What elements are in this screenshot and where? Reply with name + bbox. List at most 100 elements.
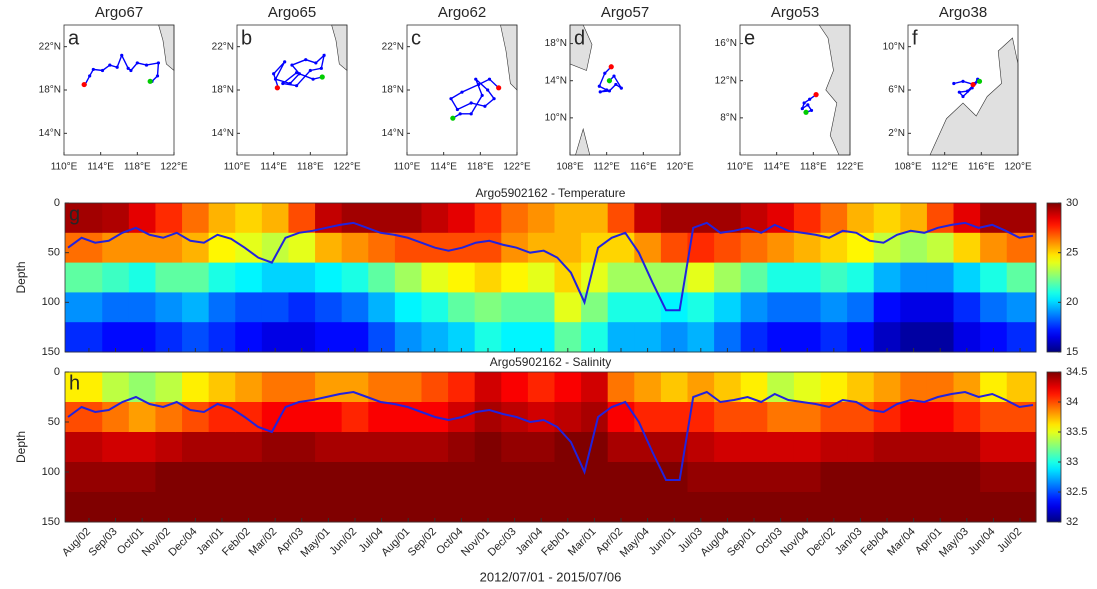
heat-cell	[953, 432, 981, 463]
heat-cell	[1006, 292, 1037, 323]
heat-cell	[634, 232, 662, 264]
colorbar-tick-label: 15	[1066, 346, 1078, 358]
panel-title: Argo57	[601, 4, 649, 21]
heat-cell	[554, 492, 582, 523]
heat-cell	[261, 292, 289, 323]
y-axis-label: Depth	[14, 431, 28, 463]
y-tick-label: 100	[42, 296, 60, 308]
x-tick-label: 118°E	[297, 162, 324, 173]
heat-cell	[926, 432, 955, 463]
heat-cell	[820, 203, 848, 234]
heat-cell	[368, 322, 396, 353]
heat-cell	[208, 262, 236, 293]
heat-cell	[926, 322, 955, 353]
track-point	[294, 84, 299, 88]
heat-cell	[235, 462, 263, 493]
track-point	[120, 53, 124, 57]
heat-cell	[714, 402, 742, 433]
panel-title: Argo62	[438, 4, 486, 21]
track-point	[460, 90, 464, 94]
colorbar-tick-label: 25	[1066, 247, 1078, 259]
y-tick-label: 6°N	[888, 85, 905, 96]
heat-cell	[847, 402, 875, 433]
heat-cell	[873, 262, 901, 293]
colorbar-tick-label: 32.5	[1066, 486, 1087, 498]
y-tick-label: 10°N	[545, 112, 567, 123]
heat-cell	[155, 492, 183, 523]
x-tick-label: 108°E	[894, 162, 922, 173]
heat-cell	[155, 292, 183, 323]
heat-cell	[368, 432, 396, 463]
y-tick-label: 50	[48, 247, 60, 259]
y-tick-label: 14°N	[212, 128, 234, 139]
heat-cell	[767, 462, 795, 493]
heat-cell	[634, 492, 662, 523]
heat-cell	[527, 462, 555, 493]
heat-cell	[847, 292, 875, 323]
track-point	[614, 82, 618, 87]
heat-cell	[767, 262, 795, 293]
heat-cell	[740, 432, 768, 463]
heat-cell	[288, 462, 316, 493]
end-point	[606, 78, 613, 84]
x-tick-label: Dec/02	[805, 526, 838, 559]
heat-cell	[128, 492, 156, 523]
track-point	[449, 97, 453, 101]
heat-cell	[341, 203, 369, 234]
heat-cell	[182, 462, 210, 493]
heat-cell	[474, 372, 502, 403]
heat-cell	[926, 402, 955, 433]
heat-cell	[953, 292, 981, 323]
heat-cell	[182, 292, 210, 323]
y-tick-label: 8°N	[720, 112, 737, 123]
heat-cell	[740, 322, 768, 353]
panel-letter: f	[912, 27, 918, 49]
heat-cell	[527, 203, 555, 234]
heat-cell	[288, 432, 316, 463]
heat-cell	[288, 203, 316, 234]
map-frame	[739, 24, 851, 156]
x-tick-label: Nov/02	[140, 526, 173, 559]
heat-cell	[208, 372, 236, 403]
heat-cell	[687, 462, 715, 493]
heat-cell	[793, 462, 822, 493]
heat-cell	[261, 462, 289, 493]
heat-cell	[793, 402, 822, 433]
heat-cell	[687, 492, 715, 523]
y-tick-label: 22°N	[212, 41, 234, 52]
heat-cell	[980, 462, 1008, 493]
heat-cell	[474, 322, 502, 353]
heat-cell	[847, 462, 875, 493]
track-point	[290, 63, 294, 67]
heat-cell	[740, 232, 768, 264]
heat-cell	[315, 262, 343, 293]
heat-cell	[235, 292, 263, 323]
heat-cell	[65, 292, 103, 323]
track-point	[619, 86, 623, 90]
heat-cell	[501, 432, 529, 463]
track-point	[603, 71, 607, 75]
heat-cell	[288, 262, 316, 293]
heat-cell	[235, 322, 263, 353]
track-point	[115, 65, 119, 69]
x-tick-label: Feb/01	[539, 526, 572, 559]
plot-frame	[64, 202, 1037, 353]
heat-cell	[182, 492, 210, 523]
heat-cell	[793, 232, 822, 264]
track-point	[476, 82, 481, 87]
heat-cell	[554, 372, 582, 403]
heat-cell	[208, 203, 236, 234]
heat-cell	[128, 402, 156, 433]
heat-cell	[634, 372, 662, 403]
track-point	[474, 77, 478, 81]
heat-cell	[394, 322, 422, 353]
land	[331, 24, 348, 72]
track-point	[480, 93, 484, 98]
heat-cell	[634, 262, 662, 293]
panel-title: Argo65	[268, 4, 316, 21]
heat-cell	[1006, 492, 1037, 523]
heat-cell	[102, 232, 130, 264]
start-point	[496, 85, 502, 91]
heat-cell	[341, 262, 369, 293]
map-frame	[907, 24, 1019, 156]
